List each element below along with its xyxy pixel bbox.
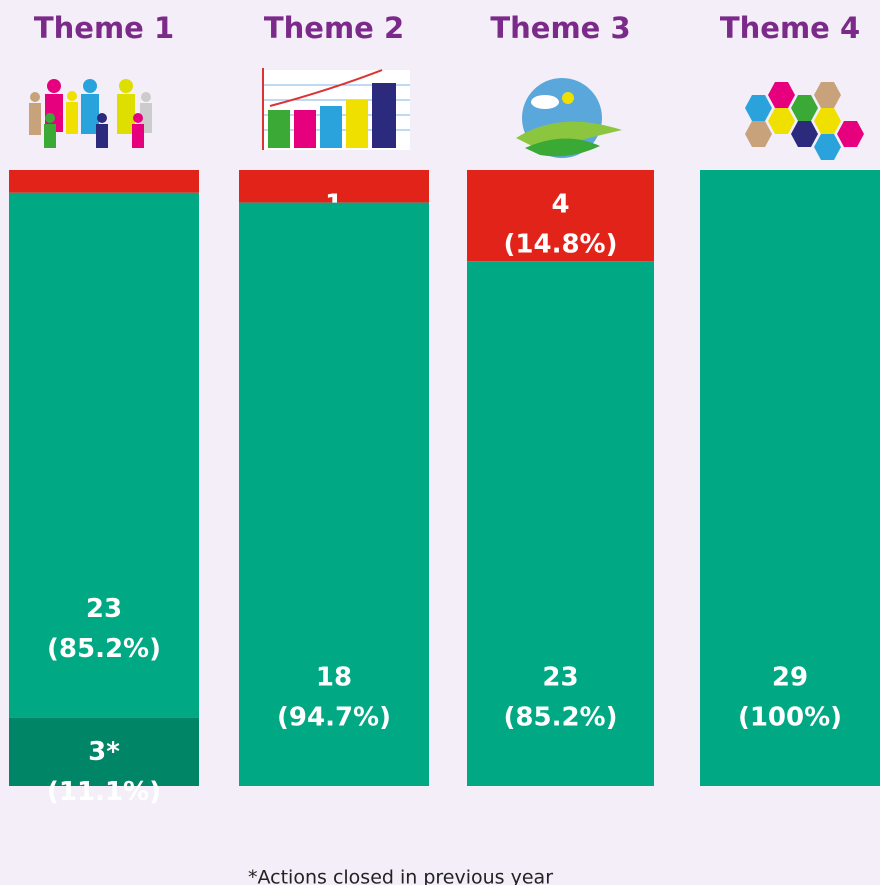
count-label: 29 (772, 663, 808, 693)
bar-segment (9, 192, 199, 718)
percent-label: (85.2%) (504, 703, 618, 733)
percent-label: (94.7%) (277, 703, 391, 733)
column-title: Theme 4 (720, 11, 860, 45)
column-title: Theme 3 (490, 11, 630, 45)
bar-segment (9, 170, 199, 193)
footnote: *Actions closed in previous year (248, 867, 553, 885)
landscape-icon (516, 78, 622, 158)
percent-label: (100%) (738, 703, 842, 733)
count-label: 3* (88, 737, 120, 767)
count-label: 23 (86, 594, 122, 624)
bar-segment (9, 717, 199, 786)
column-title: Theme 1 (34, 11, 174, 45)
bar-segment (467, 170, 654, 262)
bar-segment (467, 261, 654, 787)
count-label: 23 (542, 663, 578, 693)
percent-label: (14.8%) (504, 230, 618, 260)
bar-segment (700, 170, 880, 786)
people-icon (29, 79, 152, 148)
chart-icon (262, 68, 410, 150)
count-label: 18 (316, 663, 352, 693)
bar-segment (239, 170, 429, 203)
column-title: Theme 2 (264, 11, 404, 45)
bar-segment (239, 202, 429, 786)
percent-label: (11.1%) (47, 777, 161, 807)
percent-label: (85.2%) (47, 634, 161, 664)
count-label: 4 (551, 190, 569, 220)
hexagon-icon (745, 82, 864, 160)
